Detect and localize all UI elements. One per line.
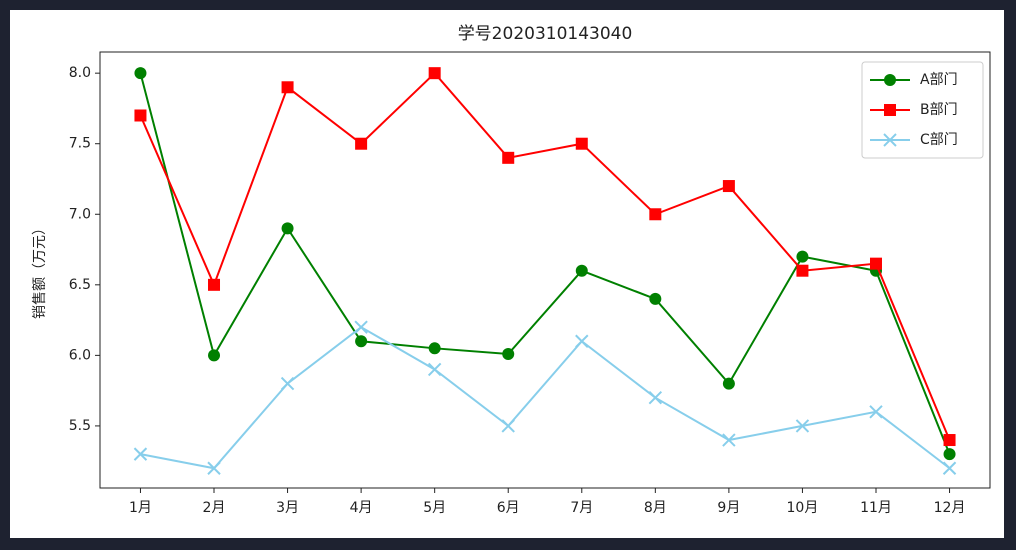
point <box>134 67 147 80</box>
legend-marker <box>884 74 896 86</box>
point <box>943 448 956 461</box>
point <box>722 377 735 390</box>
point <box>134 109 147 122</box>
point <box>207 461 221 475</box>
x-tick-label: 4月 <box>350 500 373 516</box>
point <box>133 447 148 461</box>
point <box>722 433 736 447</box>
x-tick-label: 2月 <box>203 500 226 516</box>
point <box>501 419 515 433</box>
point <box>208 278 221 291</box>
plot-frame <box>99 51 991 489</box>
series-line <box>139 71 951 441</box>
legend-label: A部门 <box>920 72 958 88</box>
point <box>575 137 588 150</box>
x-tick-label: 11月 <box>860 500 892 516</box>
x-tick-label: 9月 <box>717 500 740 516</box>
point <box>428 342 441 355</box>
point <box>354 320 368 334</box>
point <box>281 81 294 94</box>
point <box>281 222 294 235</box>
y-tick-label: 7.0 <box>69 206 91 222</box>
point <box>796 250 809 263</box>
point <box>649 292 662 305</box>
x-tick-label: 12月 <box>934 500 966 516</box>
y-tick-label: 7.5 <box>69 136 91 152</box>
series-line <box>140 325 951 470</box>
point <box>943 434 956 447</box>
y-tick-label: 6.5 <box>69 277 91 293</box>
point <box>795 419 810 433</box>
point <box>869 257 882 270</box>
point <box>427 362 442 377</box>
y-tick-label: 8.0 <box>69 65 91 81</box>
canvas <box>10 10 1004 538</box>
legend-box <box>861 61 984 159</box>
legend-label: C部门 <box>920 132 958 148</box>
point <box>869 405 883 419</box>
point <box>722 180 735 193</box>
legend-label: B部门 <box>920 102 958 118</box>
point <box>355 137 368 150</box>
point <box>796 264 809 277</box>
point <box>942 461 957 475</box>
legend-marker <box>883 133 897 147</box>
point <box>355 335 368 348</box>
y-axis-label: 销售额（万元） <box>32 221 48 319</box>
x-tick-label: 1月 <box>129 500 152 516</box>
chart-title: 学号2020310143040 <box>458 24 633 44</box>
point <box>428 67 441 80</box>
point <box>280 376 295 391</box>
series-line <box>139 72 951 455</box>
point <box>575 264 588 277</box>
point <box>649 208 662 221</box>
x-tick-label: 6月 <box>497 500 520 516</box>
point <box>502 347 515 360</box>
point <box>575 334 589 348</box>
point <box>648 390 663 405</box>
y-tick-label: 6.0 <box>69 347 91 363</box>
y-tick-label: 5.5 <box>69 418 91 434</box>
point <box>208 349 221 362</box>
point <box>502 151 515 164</box>
x-tick-label: 3月 <box>276 500 299 516</box>
x-tick-label: 8月 <box>644 500 667 516</box>
legend-marker <box>884 104 896 116</box>
x-tick-label: 10月 <box>787 500 819 516</box>
x-tick-label: 7月 <box>570 500 593 516</box>
x-tick-label: 5月 <box>423 500 446 516</box>
